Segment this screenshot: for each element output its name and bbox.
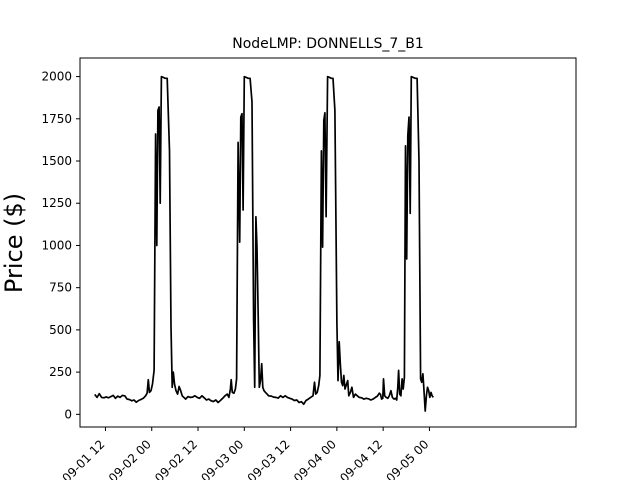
x-tick-label: 09-05 00 xyxy=(384,437,432,480)
x-tick-label: 09-03 00 xyxy=(198,437,246,480)
x-tick-label: 09-01 12 xyxy=(60,437,108,480)
x-tick-label: 09-04 12 xyxy=(337,437,385,480)
x-tick-label: 09-02 12 xyxy=(152,437,200,480)
x-tick-label: 09-02 00 xyxy=(106,437,154,480)
y-tick-label: 500 xyxy=(49,323,72,337)
x-tick-label: 09-04 00 xyxy=(291,437,339,480)
chart-title: NodeLMP: DONNELLS_7_B1 xyxy=(232,36,424,52)
y-tick-label: 250 xyxy=(49,365,72,379)
y-tick-label: 1250 xyxy=(41,196,72,210)
y-tick-label: 750 xyxy=(49,281,72,295)
y-axis-label: Price ($) xyxy=(0,193,28,293)
price-series-line xyxy=(94,75,434,412)
y-tick-label: 1750 xyxy=(41,112,72,126)
axes-frame xyxy=(79,57,577,428)
y-tick-label: 0 xyxy=(64,407,72,421)
y-tick-label: 1000 xyxy=(41,238,72,252)
x-tick-label: 09-03 12 xyxy=(245,437,293,480)
y-tick-label: 2000 xyxy=(41,70,72,84)
y-tick-label: 1500 xyxy=(41,154,72,168)
